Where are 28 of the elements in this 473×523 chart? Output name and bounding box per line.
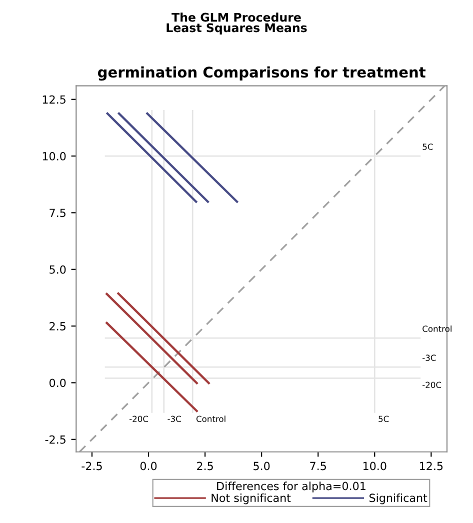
chart-subtitle: Least Squares Means [166,23,307,34]
y-tick-label: 2.5 [50,322,66,330]
y-tick-label: 5.0 [50,265,66,274]
x-tick-label: 7.5 [310,462,326,470]
ref-line-label: Control [422,325,452,332]
x-tick-label: 12.5 [420,462,443,470]
ref-line-label: Control [196,416,226,422]
ref-line-label: -20C [422,382,442,388]
x-tick-label: 10.0 [363,462,386,470]
x-tick-label: 5.0 [254,462,270,470]
legend-label: Not significant [212,493,291,504]
y-tick-label: 0.0 [49,378,66,388]
x-tick-label: 0.0 [140,462,157,470]
ref-line-label: -3C [422,354,436,361]
ref-line-label: 5C [422,144,433,150]
ref-line-label: -3C [168,416,181,422]
chart-title: The GLM Procedure [172,12,301,22]
x-tick-label: 2.5 [197,462,213,470]
y-tick-label: 7.5 [50,208,66,218]
y-tick-label: 10.0 [42,152,66,160]
legend-title: Differences for alpha=0.01 [217,482,366,492]
ref-line-label: 5C [378,416,389,422]
y-tick-label: 12.5 [42,95,66,104]
x-tick-label: -2.5 [82,462,102,470]
y-tick-label: -2.5 [45,435,66,444]
legend-label: Significant [370,493,428,504]
ref-line-label: -20C [129,416,148,422]
text: germination Comparisons for treatment [98,66,426,81]
